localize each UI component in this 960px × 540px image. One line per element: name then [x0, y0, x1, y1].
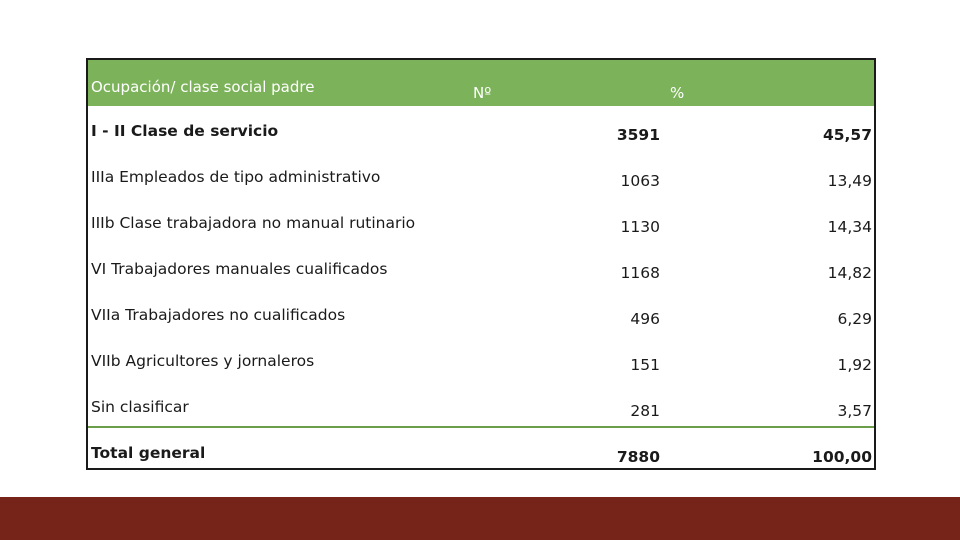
row-label: IIIb Clase trabajadora no manual rutinar… — [91, 214, 416, 232]
row-percent: 1,92 — [837, 356, 872, 374]
occupation-table: Ocupación/ clase social padre Nº % I - I… — [86, 58, 876, 470]
row-percent: 6,29 — [837, 310, 872, 328]
row-percent: 14,34 — [827, 218, 872, 236]
total-percent: 100,00 — [812, 448, 872, 466]
row-number: 1063 — [620, 172, 660, 190]
table-row: IIIa Empleados de tipo administrativo 10… — [88, 152, 874, 198]
total-divider — [88, 426, 874, 428]
header-percent: % — [670, 84, 685, 102]
table-row: VIIa Trabajadores no cualificados 496 6,… — [88, 290, 874, 336]
table-row: Sin clasificar 281 3,57 — [88, 382, 874, 428]
row-label: VI Trabajadores manuales cualificados — [91, 260, 388, 278]
row-label: IIIa Empleados de tipo administrativo — [91, 168, 381, 186]
table-row: I - II Clase de servicio 3591 45,57 — [88, 106, 874, 152]
table-row: VI Trabajadores manuales cualificados 11… — [88, 244, 874, 290]
row-number: 281 — [630, 402, 660, 420]
row-label: VIIb Agricultores y jornaleros — [91, 352, 315, 370]
row-percent: 3,57 — [837, 402, 872, 420]
row-number: 1130 — [620, 218, 660, 236]
row-label: Sin clasificar — [91, 398, 189, 416]
row-label: VIIa Trabajadores no cualificados — [91, 306, 346, 324]
row-percent: 45,57 — [822, 126, 872, 144]
table-header: Ocupación/ clase social padre Nº % — [88, 60, 874, 106]
total-number: 7880 — [616, 448, 660, 466]
row-number: 3591 — [616, 126, 660, 144]
row-label: I - II Clase de servicio — [91, 122, 279, 140]
header-number: Nº — [473, 84, 492, 102]
footer-bar — [0, 497, 960, 540]
header-occupation: Ocupación/ clase social padre — [91, 78, 315, 96]
row-number: 151 — [630, 356, 660, 374]
row-percent: 14,82 — [827, 264, 872, 282]
row-number: 1168 — [620, 264, 660, 282]
table-row: IIIb Clase trabajadora no manual rutinar… — [88, 198, 874, 244]
total-label: Total general — [91, 444, 206, 462]
row-percent: 13,49 — [827, 172, 872, 190]
total-row: Total general 7880 100,00 — [88, 428, 874, 474]
row-number: 496 — [630, 310, 660, 328]
table-row: VIIb Agricultores y jornaleros 151 1,92 — [88, 336, 874, 382]
